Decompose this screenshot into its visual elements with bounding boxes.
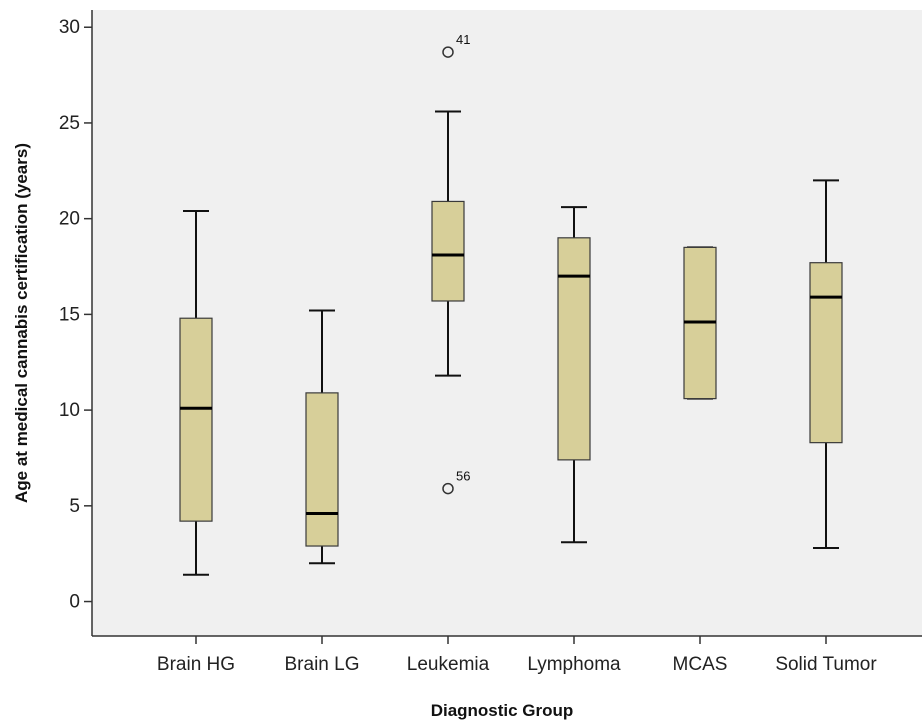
- plot-area: [92, 10, 922, 636]
- boxes-group: [179, 110, 843, 576]
- y-tick-label: 10: [59, 400, 80, 421]
- y-tick-label: 5: [69, 496, 80, 517]
- box-brain-hg: [179, 210, 213, 576]
- y-tick-label: 15: [59, 304, 80, 325]
- x-tick-label: MCAS: [673, 654, 728, 675]
- outlier-label: 41: [456, 32, 470, 47]
- outlier-point: [442, 46, 454, 58]
- x-tick-label: Lymphoma: [527, 654, 621, 675]
- iqr-box: [557, 237, 591, 461]
- iqr-box: [431, 200, 465, 302]
- box-brain-lg: [305, 309, 339, 565]
- x-tick-label: Leukemia: [407, 654, 490, 675]
- y-axis-title: Age at medical cannabis certification (y…: [12, 143, 31, 503]
- x-axis: Brain HG Brain LG Leukemia Lymphoma MCAS Soli…: [92, 635, 922, 675]
- outlier-label: 56: [456, 469, 470, 484]
- y-axis: 0 5 10 15 20 25 30: [59, 10, 93, 636]
- y-tick-label: 20: [59, 209, 80, 230]
- iqr-box: [809, 262, 843, 444]
- iqr-box: [179, 317, 213, 522]
- x-tick-label: Brain HG: [157, 654, 235, 675]
- box-lymphoma: [557, 206, 591, 544]
- y-tick-label: 0: [69, 592, 80, 613]
- y-tick-label: 25: [59, 113, 80, 134]
- x-tick-label: Brain LG: [285, 654, 360, 675]
- x-axis-title: Diagnostic Group: [431, 701, 574, 720]
- y-tick-label: 30: [59, 17, 80, 38]
- outliers-group: 41 56: [442, 32, 470, 495]
- box-solid-tumor: [809, 179, 843, 549]
- x-tick-label: Solid Tumor: [775, 654, 877, 675]
- iqr-box: [305, 392, 339, 547]
- box-leukemia: [431, 110, 465, 377]
- outlier-point: [442, 482, 454, 495]
- box-mcas: [683, 246, 717, 400]
